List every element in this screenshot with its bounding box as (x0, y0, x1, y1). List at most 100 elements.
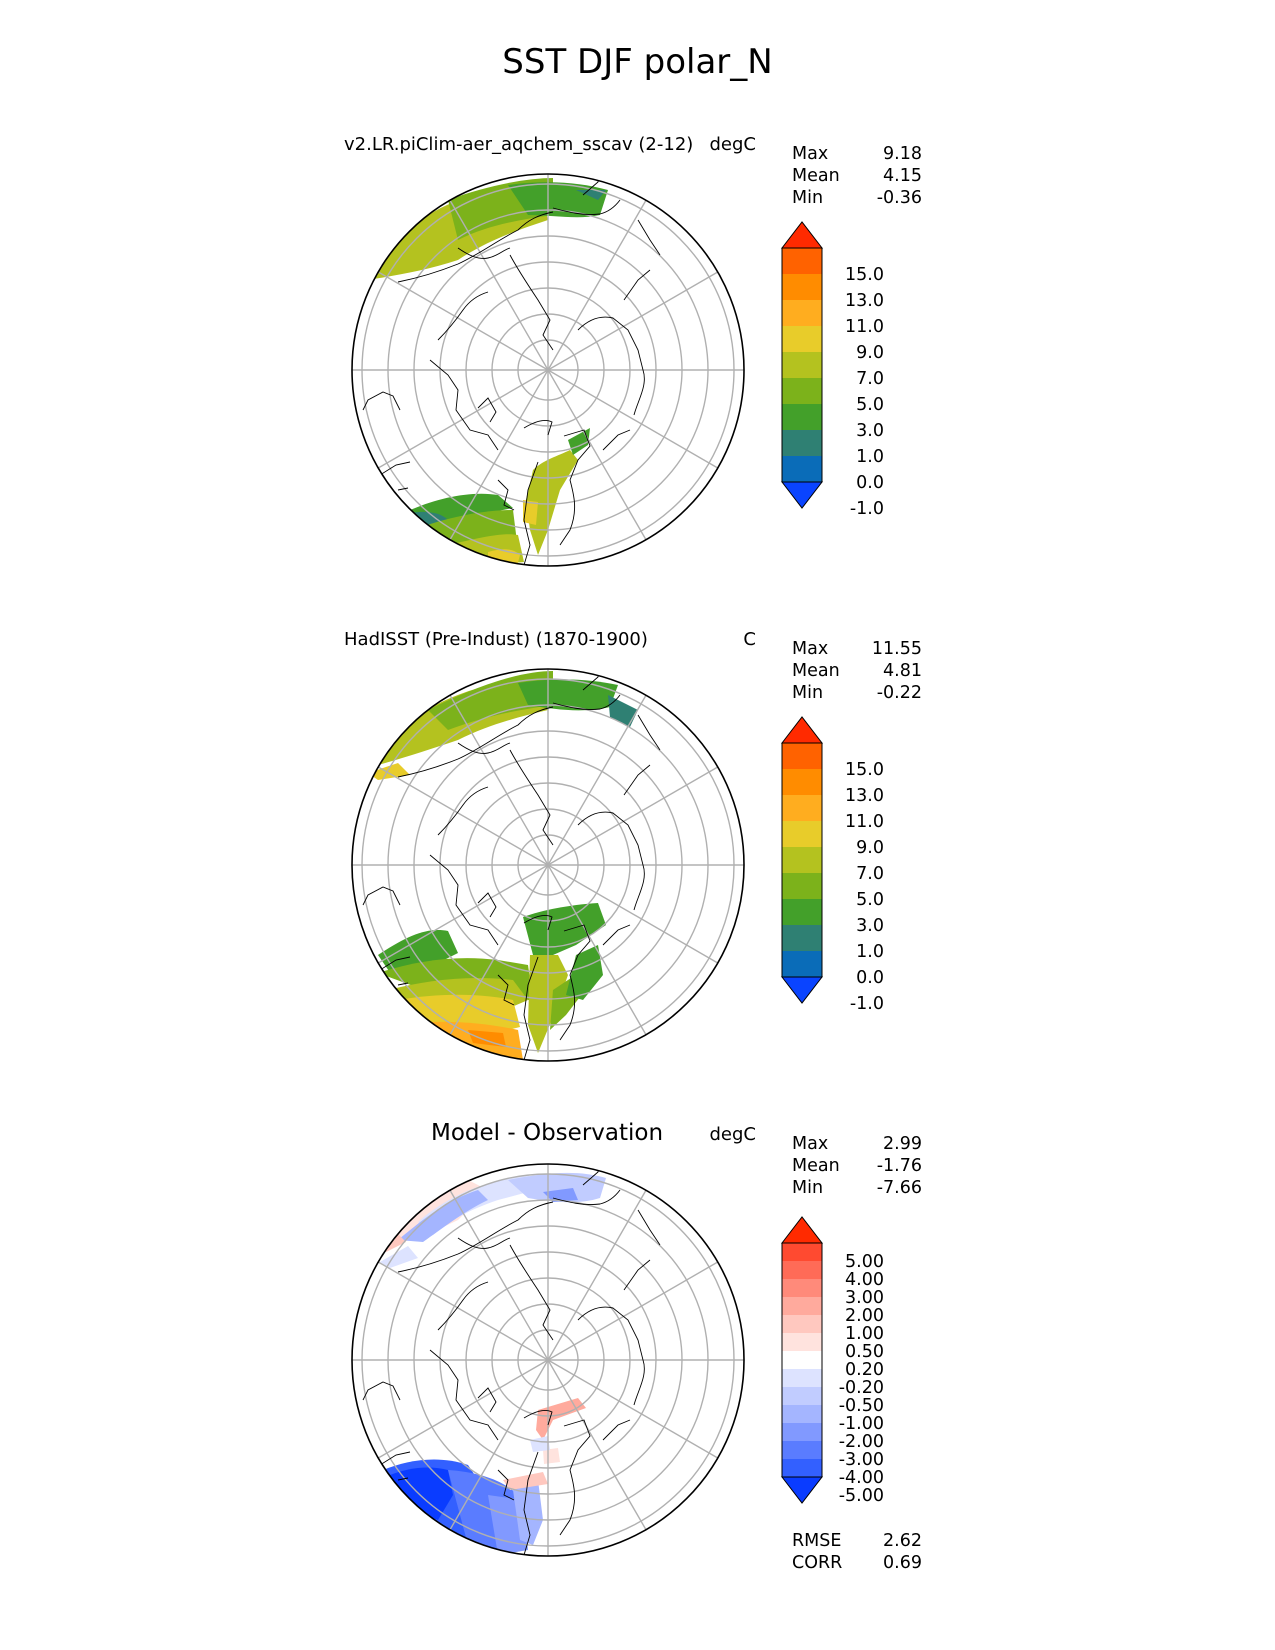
coastline (523, 461, 539, 566)
meridian-line (377, 271, 549, 371)
min-value: -7.66 (876, 1178, 922, 1198)
colorbar-bin (782, 248, 822, 275)
coastline (602, 429, 631, 451)
ocean-field (518, 679, 618, 711)
coastline (552, 1189, 621, 1205)
meridian-line (449, 1359, 549, 1531)
colorbar-frame (781, 742, 823, 978)
coastline (602, 1419, 631, 1441)
colorbar-bin (782, 769, 822, 796)
meridian-line (547, 766, 719, 866)
coastline (637, 714, 661, 751)
coastline (523, 956, 539, 1061)
polar-map (351, 668, 745, 1062)
colorbar-bin (782, 873, 822, 900)
meridian-line (449, 199, 549, 371)
max-label: Max (792, 639, 829, 659)
colorbar-tick-label: 11.0 (845, 812, 884, 832)
colorbar-tick-label: 9.0 (856, 343, 884, 363)
meridian-line (377, 1359, 549, 1459)
min-label: Min (792, 188, 824, 208)
colorbar: 5.004.003.002.001.000.500.20-0.20-0.50-1… (780, 1216, 884, 1506)
coastline (497, 974, 515, 1006)
colorbar-extend-top (780, 716, 824, 744)
ocean-field (503, 1472, 548, 1490)
colorbar-bin (782, 1315, 822, 1334)
coastline (552, 199, 621, 215)
coastline (457, 247, 511, 259)
meridian-line (547, 369, 719, 469)
panel-units: C (743, 629, 756, 650)
polar-map (351, 1163, 745, 1557)
meridian-line (449, 1189, 549, 1361)
figure-title: SST DJF polar_N (502, 42, 773, 82)
max-value: 2.99 (883, 1134, 922, 1154)
ocean-field (418, 1021, 523, 1061)
coastline (523, 419, 553, 436)
colorbar: 15.0 13.0 11.0 9.0 7.0 5.0 3.0 1.0 0.0 -1.0 (780, 221, 884, 519)
colorbar-tick-label: 0.20 (845, 1360, 884, 1380)
colorbar-bin (782, 1351, 822, 1370)
colorbar-tick-label: -1.0 (850, 499, 884, 519)
meridian-line (547, 1261, 719, 1361)
ocean-field (508, 1172, 606, 1203)
colorbar-bin (782, 1369, 822, 1388)
ocean-field (543, 1188, 578, 1202)
coastline (437, 1281, 489, 1331)
coastline (457, 1237, 511, 1249)
ocean-field (513, 1480, 543, 1545)
coastline (429, 1349, 499, 1441)
colorbar-bin (782, 1243, 822, 1262)
coastline (437, 786, 489, 836)
colorbar-bin (782, 274, 822, 301)
coastline (379, 1451, 411, 1466)
colorbar-tick-label: 9.0 (856, 838, 884, 858)
meridian-line (547, 864, 647, 1036)
coastline (362, 1381, 401, 1401)
coastline (582, 669, 601, 691)
ocean-field (566, 945, 603, 1000)
coastline (559, 479, 576, 546)
meridian-line (449, 369, 549, 541)
ocean-field (543, 1448, 560, 1464)
mean-label: Mean (792, 1156, 840, 1176)
min-label: Min (792, 1178, 824, 1198)
colorbar-bin (782, 1405, 822, 1424)
colorbar-extend-bottom (780, 481, 824, 509)
map-boundary (351, 1163, 745, 1557)
colorbar-bin (782, 378, 822, 405)
colorbar-tick-label: 0.50 (845, 1342, 884, 1362)
mean-value: 4.15 (883, 166, 922, 186)
colorbar-bin (782, 925, 822, 952)
coastline (397, 487, 409, 491)
meridian-line (547, 1189, 647, 1361)
meridian-line (449, 864, 549, 1036)
colorbar-extend-top (780, 1216, 824, 1244)
stats-box: Max 9.18 Mean 4.15 Min -0.36 (792, 143, 922, 209)
colorbar-bin (782, 795, 822, 822)
meridian-line (547, 694, 647, 866)
colorbar-bin (782, 1333, 822, 1352)
colorbar-extend-bottom (780, 1476, 824, 1504)
corr-value: 0.69 (883, 1553, 922, 1573)
coastline (362, 391, 401, 411)
colorbar-tick-label: 5.00 (845, 1252, 884, 1272)
coastline (523, 1409, 553, 1426)
coastline (582, 1164, 601, 1186)
coastline (633, 369, 645, 416)
colorbar-tick-label: 7.0 (856, 864, 884, 884)
colorbar-tick-label: -4.00 (839, 1468, 884, 1488)
colorbar-extend-top (780, 221, 824, 249)
colorbar-tick-label: 1.0 (856, 447, 884, 467)
coastline (552, 694, 621, 710)
mean-value: -1.76 (876, 1156, 922, 1176)
mean-label: Mean (792, 166, 840, 186)
colorbar-tick-label: 13.0 (845, 291, 884, 311)
max-value: 9.18 (883, 144, 922, 164)
meridian-line (377, 369, 549, 469)
min-value: -0.22 (876, 683, 922, 703)
stats-box: Max 11.55 Mean 4.81 Min -0.22 (792, 638, 922, 704)
min-label: Min (792, 683, 824, 703)
colorbar-tick-label: -0.20 (839, 1378, 884, 1398)
coastline (563, 924, 591, 976)
